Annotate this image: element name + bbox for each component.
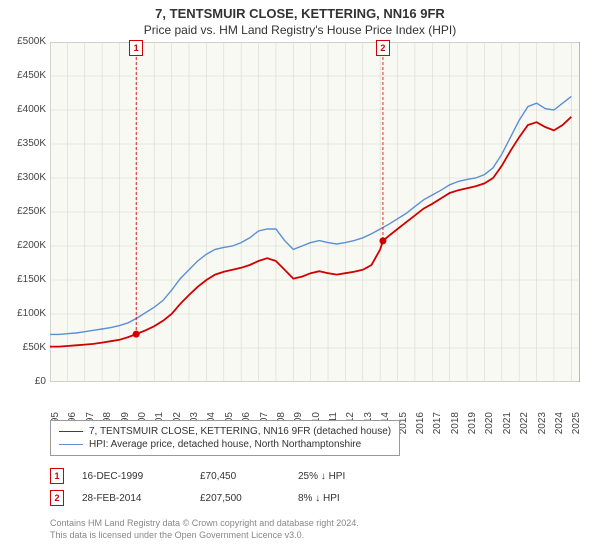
x-tick-label: 2021	[502, 412, 513, 440]
sale-pct: 25% ↓ HPI	[298, 471, 358, 482]
x-tick-label: 2018	[450, 412, 461, 440]
legend-swatch	[59, 431, 83, 433]
x-tick-label: 2017	[432, 412, 443, 440]
chart-subtitle: Price paid vs. HM Land Registry's House …	[0, 21, 600, 37]
sale-price: £207,500	[200, 493, 280, 504]
legend-label: 7, TENTSMUIR CLOSE, KETTERING, NN16 9FR …	[89, 426, 391, 437]
x-tick-label: 2023	[537, 412, 548, 440]
y-tick-label: £300K	[4, 172, 46, 183]
legend-swatch	[59, 444, 83, 445]
x-tick-label: 2025	[571, 412, 582, 440]
y-tick-label: £200K	[4, 240, 46, 251]
y-tick-label: £0	[4, 376, 46, 387]
chart-plot-area	[50, 42, 580, 382]
x-tick-label: 2019	[467, 412, 478, 440]
sale-marker-icon: 2	[50, 490, 64, 506]
sale-pct: 8% ↓ HPI	[298, 493, 358, 504]
y-tick-label: £100K	[4, 308, 46, 319]
sale-row: 1 16-DEC-1999 £70,450 25% ↓ HPI	[50, 465, 358, 487]
y-tick-label: £350K	[4, 138, 46, 149]
attribution: Contains HM Land Registry data © Crown c…	[50, 518, 359, 541]
legend-item-price-paid: 7, TENTSMUIR CLOSE, KETTERING, NN16 9FR …	[59, 425, 391, 438]
sale-date: 16-DEC-1999	[82, 471, 182, 482]
y-tick-label: £150K	[4, 274, 46, 285]
x-tick-label: 2022	[519, 412, 530, 440]
y-tick-label: £450K	[4, 70, 46, 81]
x-tick-label: 2016	[415, 412, 426, 440]
legend: 7, TENTSMUIR CLOSE, KETTERING, NN16 9FR …	[50, 420, 400, 456]
attribution-line: This data is licensed under the Open Gov…	[50, 530, 359, 542]
y-tick-label: £50K	[4, 342, 46, 353]
sale-row: 2 28-FEB-2014 £207,500 8% ↓ HPI	[50, 487, 358, 509]
sale-marker-icon: 1	[50, 468, 64, 484]
sale-marker-callout: 2	[376, 40, 390, 56]
legend-item-hpi: HPI: Average price, detached house, Nort…	[59, 438, 391, 451]
attribution-line: Contains HM Land Registry data © Crown c…	[50, 518, 359, 530]
chart-title: 7, TENTSMUIR CLOSE, KETTERING, NN16 9FR	[0, 0, 600, 21]
sale-price: £70,450	[200, 471, 280, 482]
sales-table: 1 16-DEC-1999 £70,450 25% ↓ HPI 2 28-FEB…	[50, 465, 358, 509]
chart-svg	[50, 42, 580, 382]
legend-label: HPI: Average price, detached house, Nort…	[89, 439, 361, 450]
x-tick-label: 2020	[484, 412, 495, 440]
sale-date: 28-FEB-2014	[82, 493, 182, 504]
x-tick-label: 2024	[554, 412, 565, 440]
y-tick-label: £250K	[4, 206, 46, 217]
sale-marker-callout: 1	[129, 40, 143, 56]
y-tick-label: £400K	[4, 104, 46, 115]
y-tick-label: £500K	[4, 36, 46, 47]
